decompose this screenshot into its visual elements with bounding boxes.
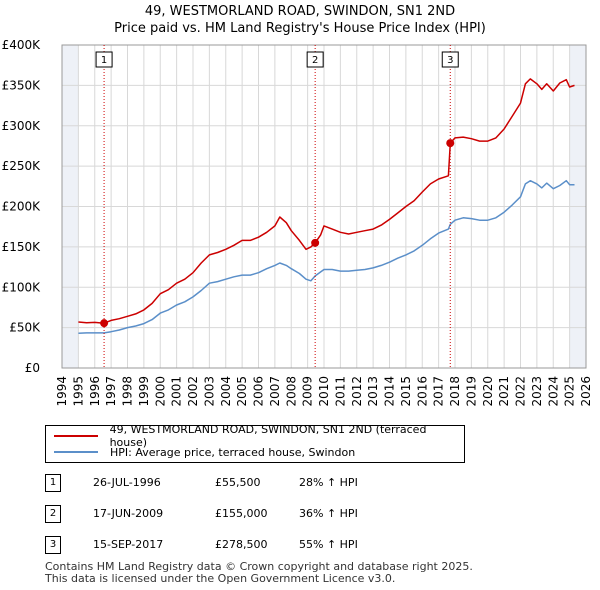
x-tick-label: 2016 bbox=[415, 376, 429, 407]
chart-title-line2: Price paid vs. HM Land Registry's House … bbox=[114, 21, 486, 36]
x-tick-label: 2013 bbox=[366, 376, 380, 407]
sale-price: £278,500 bbox=[215, 538, 268, 551]
x-tick-label: 2021 bbox=[497, 376, 511, 407]
x-tick-label: 2006 bbox=[252, 376, 266, 407]
x-tick-label: 1994 bbox=[55, 376, 69, 407]
y-tick-label: £350K bbox=[2, 78, 42, 92]
footer-licence: This data is licensed under the Open Gov… bbox=[45, 572, 396, 585]
sale-marker-box bbox=[95, 51, 113, 68]
sale-marker-box bbox=[306, 51, 324, 68]
hpi-line bbox=[78, 179, 575, 335]
sale-marker-label: 2 bbox=[312, 55, 318, 66]
property-price-line bbox=[78, 78, 575, 324]
y-tick-label: £300K bbox=[2, 119, 42, 133]
x-tick-label: 2026 bbox=[579, 376, 593, 407]
sale-row: 2 17-JUN-2009 £155,000 36% ↑ HPI bbox=[45, 505, 445, 523]
y-tick-label: £100K bbox=[2, 280, 42, 294]
y-tick-label: £150K bbox=[2, 240, 42, 254]
legend-item-hpi: HPI: Average price, terraced house, Swin… bbox=[54, 444, 355, 460]
x-tick-label: 2014 bbox=[383, 376, 397, 407]
legend-swatch-property bbox=[54, 435, 98, 437]
x-tick-label: 2024 bbox=[546, 376, 560, 407]
sale-date: 15-SEP-2017 bbox=[93, 538, 164, 551]
x-tick-label: 2012 bbox=[350, 376, 364, 407]
sale-hpi-change: 36% ↑ HPI bbox=[299, 507, 358, 520]
sale-point bbox=[446, 139, 455, 148]
sale-marker-label: 3 bbox=[447, 55, 453, 66]
x-tick-label: 2003 bbox=[202, 376, 216, 407]
x-tick-label: 2002 bbox=[186, 376, 200, 407]
chart-legend: 49, WESTMORLAND ROAD, SWINDON, SN1 2ND (… bbox=[45, 423, 465, 463]
x-tick-label: 2004 bbox=[219, 376, 233, 407]
sale-point bbox=[311, 238, 320, 247]
x-tick-label: 2025 bbox=[563, 376, 577, 407]
y-tick-label: £400K bbox=[2, 38, 42, 52]
x-tick-label: 2023 bbox=[530, 376, 544, 407]
x-tick-label: 1996 bbox=[88, 376, 102, 407]
sale-price: £155,000 bbox=[215, 507, 268, 520]
x-tick-label: 1995 bbox=[71, 376, 85, 407]
x-tick-label: 2020 bbox=[481, 376, 495, 407]
x-tick-label: 2017 bbox=[432, 376, 446, 407]
x-tick-label: 2011 bbox=[333, 376, 347, 407]
x-tick-label: 2008 bbox=[284, 376, 298, 407]
x-tick-label: 2000 bbox=[153, 376, 167, 407]
chart-title-line1: 49, WESTMORLAND ROAD, SWINDON, SN1 2ND bbox=[144, 4, 456, 19]
legend-item-property: 49, WESTMORLAND ROAD, SWINDON, SN1 2ND (… bbox=[54, 423, 464, 449]
legend-label-hpi: HPI: Average price, terraced house, Swin… bbox=[110, 445, 356, 459]
sale-row: 1 26-JUL-1996 £55,500 28% ↑ HPI bbox=[45, 474, 445, 492]
x-tick-label: 2022 bbox=[514, 376, 528, 407]
legend-label-property: 49, WESTMORLAND ROAD, SWINDON, SN1 2ND (… bbox=[109, 423, 427, 449]
y-tick-label: £0 bbox=[25, 361, 40, 375]
sale-number-badge: 3 bbox=[45, 536, 61, 554]
x-tick-label: 2001 bbox=[170, 376, 184, 407]
footer-copyright: Contains HM Land Registry data © Crown c… bbox=[45, 560, 473, 573]
y-tick-label: £50K bbox=[9, 321, 41, 335]
sale-row: 3 15-SEP-2017 £278,500 55% ↑ HPI bbox=[45, 536, 445, 554]
sale-number-badge: 2 bbox=[45, 505, 61, 523]
y-tick-label: £200K bbox=[2, 200, 42, 214]
x-tick-label: 2005 bbox=[235, 376, 249, 407]
plot-frame bbox=[61, 44, 587, 369]
x-tick-label: 1999 bbox=[137, 376, 151, 407]
sale-marker-box bbox=[441, 51, 459, 68]
sale-point bbox=[100, 319, 109, 328]
legend-swatch-hpi bbox=[54, 451, 98, 453]
sale-date: 17-JUN-2009 bbox=[93, 507, 164, 520]
x-tick-label: 1998 bbox=[121, 376, 135, 407]
price-chart: £0 £50K £100K £150K £200K £250K £300K £350K £400… bbox=[2, 38, 593, 407]
x-tick-label: 2010 bbox=[317, 376, 331, 407]
sale-hpi-change: 28% ↑ HPI bbox=[299, 476, 358, 489]
x-tick-label: 2019 bbox=[464, 376, 478, 407]
y-tick-label: £250K bbox=[2, 159, 42, 173]
x-tick-label: 2007 bbox=[268, 376, 282, 407]
sale-marker-label: 1 bbox=[101, 55, 107, 66]
x-tick-label: 1997 bbox=[104, 376, 118, 407]
sale-date: 26-JUL-1996 bbox=[93, 476, 161, 489]
sale-hpi-change: 55% ↑ HPI bbox=[299, 538, 358, 551]
x-tick-label: 2009 bbox=[301, 376, 315, 407]
x-tick-label: 2015 bbox=[399, 376, 413, 407]
x-tick-label: 2018 bbox=[448, 376, 462, 407]
sale-number-badge: 1 bbox=[45, 474, 61, 492]
sale-price: £55,500 bbox=[215, 476, 261, 489]
